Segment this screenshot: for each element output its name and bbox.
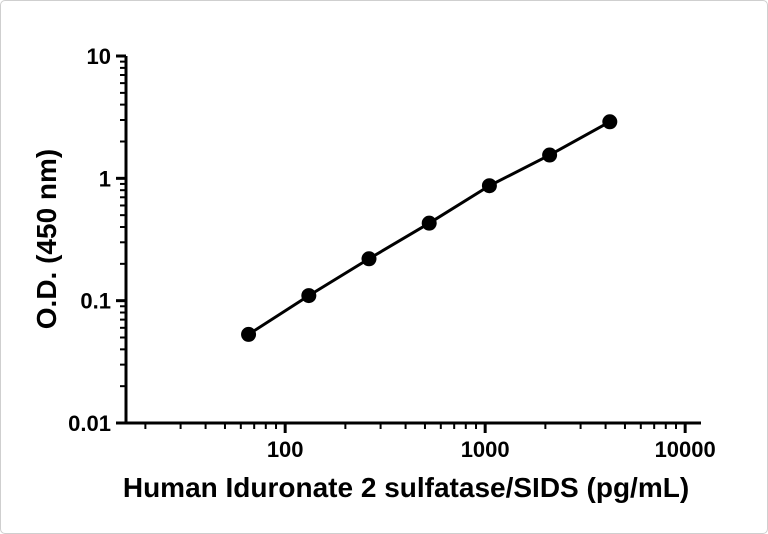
x-tick-label: 100	[267, 437, 304, 462]
x-tick-label: 1000	[461, 437, 510, 462]
data-point	[542, 147, 558, 163]
data-point	[361, 251, 377, 267]
plot-area: 100 1000 10000 10 1 0.1 0.01	[68, 44, 716, 462]
y-tick-label: 0.01	[68, 411, 111, 436]
x-tick-label: 10000	[655, 437, 716, 462]
y-axis-title: O.D. (450 nm)	[31, 149, 62, 329]
data-point	[421, 215, 437, 231]
axes-spines	[124, 56, 701, 425]
y-tick-label: 10	[87, 44, 111, 69]
y-tick-label: 0.1	[80, 289, 111, 314]
data-point	[301, 288, 317, 304]
data-point	[241, 326, 257, 342]
data-point	[602, 114, 618, 130]
x-axis-title: Human Iduronate 2 sulfatase/SIDS (pg/mL)	[123, 472, 689, 503]
y-tick-label: 1	[99, 166, 111, 191]
data-point	[481, 178, 497, 194]
